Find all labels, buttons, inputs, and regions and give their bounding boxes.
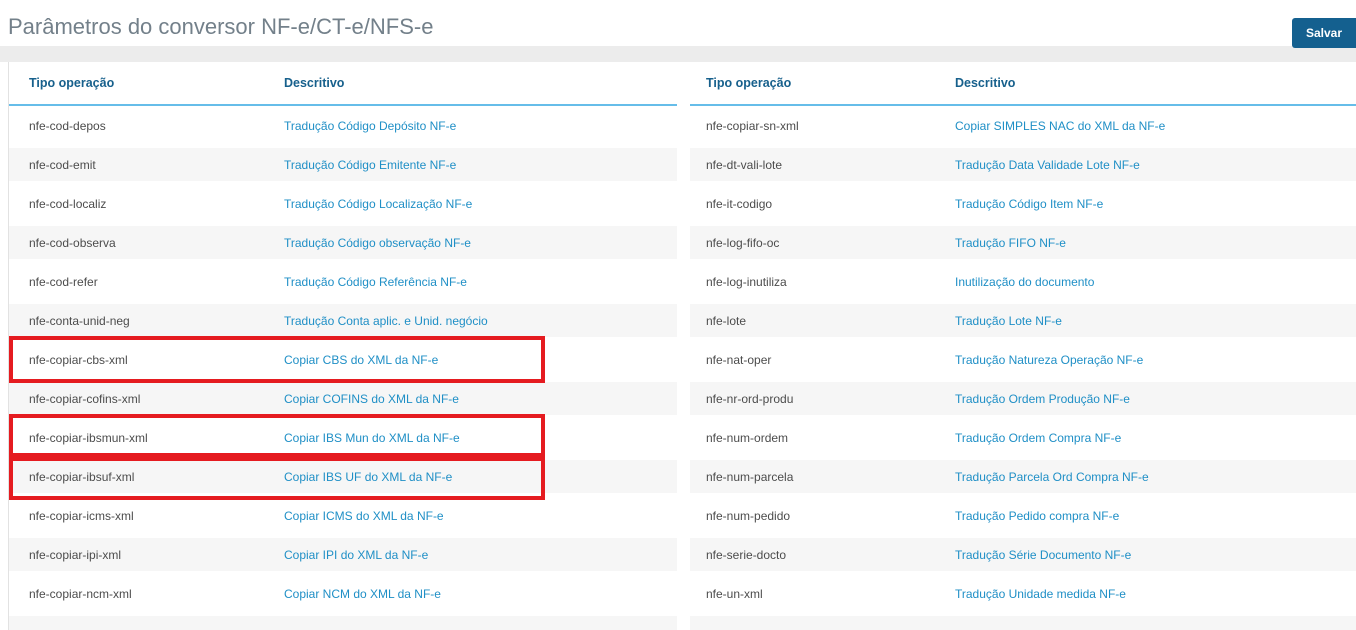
table-row: nfe-cod-refer Tradução Código Referência …	[9, 262, 677, 301]
table-row: nfe-copiar-sn-xml Copiar SIMPLES NAC do X…	[690, 106, 1356, 145]
param-code-cell: nfe-copiar-ibsuf-xml	[29, 469, 135, 484]
param-code-cell: nfe-nr-ord-produ	[706, 391, 794, 406]
column-header-descritivo: Descritivo	[284, 76, 345, 90]
table-row: nfe-lote Tradução Lote NF-e	[690, 301, 1356, 340]
param-code-cell: nfe-cod-depos	[29, 118, 106, 133]
partial-next-row	[9, 613, 677, 630]
param-description-link[interactable]: Copiar IPI do XML da NF-e	[284, 547, 429, 562]
table-row: nfe-un-xml Tradução Unidade medida NF-e	[690, 574, 1356, 613]
param-code-cell: nfe-copiar-ibsmun-xml	[29, 430, 148, 445]
table-row: nfe-log-fifo-oc Tradução FIFO NF-e	[690, 223, 1356, 262]
table-row: nfe-num-pedido Tradução Pedido compra NF-…	[690, 496, 1356, 535]
param-code-cell: nfe-lote	[706, 313, 747, 328]
table-row: nfe-nat-oper Tradução Natureza Operação N…	[690, 340, 1356, 379]
table-header-row: Tipo operação Descritivo	[690, 62, 1356, 106]
table-row: nfe-copiar-ibsuf-xml Copiar IBS UF do XML…	[9, 457, 677, 496]
param-description-link[interactable]: Tradução Código Item NF-e	[955, 196, 1104, 211]
table-row: nfe-cod-emit Tradução Código Emitente NF-…	[9, 145, 677, 184]
param-code-cell: nfe-it-codigo	[706, 196, 773, 211]
param-code-cell: nfe-copiar-ipi-xml	[29, 547, 122, 562]
table-row: nfe-log-inutiliza Inutilização do documen…	[690, 262, 1356, 301]
param-code-cell: nfe-num-ordem	[706, 430, 789, 445]
param-description-link[interactable]: Tradução Unidade medida NF-e	[955, 586, 1126, 601]
param-code-cell: nfe-copiar-icms-xml	[29, 508, 134, 523]
param-code-cell: nfe-cod-localiz	[29, 196, 107, 211]
table-row: nfe-copiar-ipi-xml Copiar IPI do XML da N…	[9, 535, 677, 574]
table-row: nfe-copiar-ibsmun-xml Copiar IBS Mun do X…	[9, 418, 677, 457]
param-description-link[interactable]: Copiar CBS do XML da NF-e	[284, 352, 439, 367]
param-description-link[interactable]: Tradução Código Emitente NF-e	[284, 157, 457, 172]
param-description-link[interactable]: Tradução Pedido compra NF-e	[955, 508, 1120, 523]
param-code-cell: nfe-log-inutiliza	[706, 274, 787, 289]
param-code-cell: nfe-log-fifo-oc	[706, 235, 780, 250]
param-code-cell: nfe-serie-docto	[706, 547, 787, 562]
param-description-link[interactable]: Copiar COFINS do XML da NF-e	[284, 391, 459, 406]
column-header-tipo-operacao: Tipo operação	[29, 76, 115, 90]
param-description-link[interactable]: Copiar IBS Mun do XML da NF-e	[284, 430, 460, 445]
param-description-link[interactable]: Tradução Natureza Operação NF-e	[955, 352, 1144, 367]
table-row: nfe-cod-observa Tradução Código observaçã…	[9, 223, 677, 262]
parameters-table-right: Tipo operação Descritivo nfe-copiar-sn-x…	[690, 62, 1356, 630]
table-body: nfe-copiar-sn-xml Copiar SIMPLES NAC do X…	[690, 106, 1356, 613]
param-code-cell: nfe-nat-oper	[706, 352, 772, 367]
param-description-link[interactable]: Tradução Código Depósito NF-e	[284, 118, 457, 133]
param-code-cell: nfe-copiar-sn-xml	[706, 118, 799, 133]
param-description-link[interactable]: Tradução Parcela Ord Compra NF-e	[955, 469, 1149, 484]
title-bar: Parâmetros do conversor NF-e/CT-e/NFS-e …	[0, 0, 1356, 48]
table-row: nfe-cod-localiz Tradução Código Localizaç…	[9, 184, 677, 223]
param-code-cell: nfe-num-parcela	[706, 469, 794, 484]
param-description-link[interactable]: Copiar SIMPLES NAC do XML da NF-e	[955, 118, 1166, 133]
table-row: nfe-dt-vali-lote Tradução Data Validade L…	[690, 145, 1356, 184]
param-description-link[interactable]: Tradução Série Documento NF-e	[955, 547, 1132, 562]
table-row: nfe-copiar-cbs-xml Copiar CBS do XML da N…	[9, 340, 677, 379]
table-header-row: Tipo operação Descritivo	[9, 62, 677, 106]
param-description-link[interactable]: Inutilização do documento	[955, 274, 1095, 289]
param-code-cell: nfe-copiar-ncm-xml	[29, 586, 132, 601]
param-description-link[interactable]: Tradução Código Localização NF-e	[284, 196, 473, 211]
table-row: nfe-num-parcela Tradução Parcela Ord Comp…	[690, 457, 1356, 496]
param-code-cell: nfe-cod-refer	[29, 274, 98, 289]
param-description-link[interactable]: Tradução Código Referência NF-e	[284, 274, 467, 289]
param-description-link[interactable]: Copiar NCM do XML da NF-e	[284, 586, 441, 601]
parameters-panel: Tipo operação Descritivo nfe-cod-depos Tr…	[8, 62, 1356, 630]
param-description-link[interactable]: Copiar IBS UF do XML da NF-e	[284, 469, 453, 484]
param-description-link[interactable]: Copiar ICMS do XML da NF-e	[284, 508, 444, 523]
param-code-cell: nfe-cod-emit	[29, 157, 96, 172]
param-description-link[interactable]: Tradução Código observação NF-e	[284, 235, 471, 250]
param-description-link[interactable]: Tradução Data Validade Lote NF-e	[955, 157, 1140, 172]
partial-next-row	[690, 613, 1356, 630]
param-code-cell: nfe-copiar-cofins-xml	[29, 391, 141, 406]
table-row: nfe-copiar-ncm-xml Copiar NCM do XML da N…	[9, 574, 677, 613]
save-button[interactable]: Salvar	[1291, 18, 1356, 48]
param-description-link[interactable]: Tradução Lote NF-e	[955, 313, 1062, 328]
parameters-table-left: Tipo operação Descritivo nfe-cod-depos Tr…	[9, 62, 677, 630]
param-description-link[interactable]: Tradução Ordem Produção NF-e	[955, 391, 1130, 406]
table-row: nfe-copiar-icms-xml Copiar ICMS do XML da…	[9, 496, 677, 535]
table-row: nfe-num-ordem Tradução Ordem Compra NF-e	[690, 418, 1356, 457]
param-code-cell: nfe-num-pedido	[706, 508, 791, 523]
table-row: nfe-it-codigo Tradução Código Item NF-e	[690, 184, 1356, 223]
titlebar-divider-band	[0, 46, 1356, 62]
column-header-tipo-operacao: Tipo operação	[706, 76, 792, 90]
param-description-link[interactable]: Tradução FIFO NF-e	[955, 235, 1066, 250]
table-body: nfe-cod-depos Tradução Código Depósito NF…	[9, 106, 677, 613]
table-row: nfe-conta-unid-neg Tradução Conta aplic. …	[9, 301, 677, 340]
param-code-cell: nfe-conta-unid-neg	[29, 313, 130, 328]
column-header-descritivo: Descritivo	[955, 76, 1016, 90]
page-title: Parâmetros do conversor NF-e/CT-e/NFS-e	[8, 14, 434, 39]
param-code-cell: nfe-copiar-cbs-xml	[29, 352, 128, 367]
param-code-cell: nfe-un-xml	[706, 586, 763, 601]
table-row: nfe-serie-docto Tradução Série Documento …	[690, 535, 1356, 574]
table-row: nfe-copiar-cofins-xml Copiar COFINS do XM…	[9, 379, 677, 418]
table-row: nfe-nr-ord-produ Tradução Ordem Produção …	[690, 379, 1356, 418]
param-code-cell: nfe-cod-observa	[29, 235, 116, 250]
param-description-link[interactable]: Tradução Ordem Compra NF-e	[955, 430, 1122, 445]
param-description-link[interactable]: Tradução Conta aplic. e Unid. negócio	[284, 313, 488, 328]
param-code-cell: nfe-dt-vali-lote	[706, 157, 783, 172]
table-row: nfe-cod-depos Tradução Código Depósito NF…	[9, 106, 677, 145]
